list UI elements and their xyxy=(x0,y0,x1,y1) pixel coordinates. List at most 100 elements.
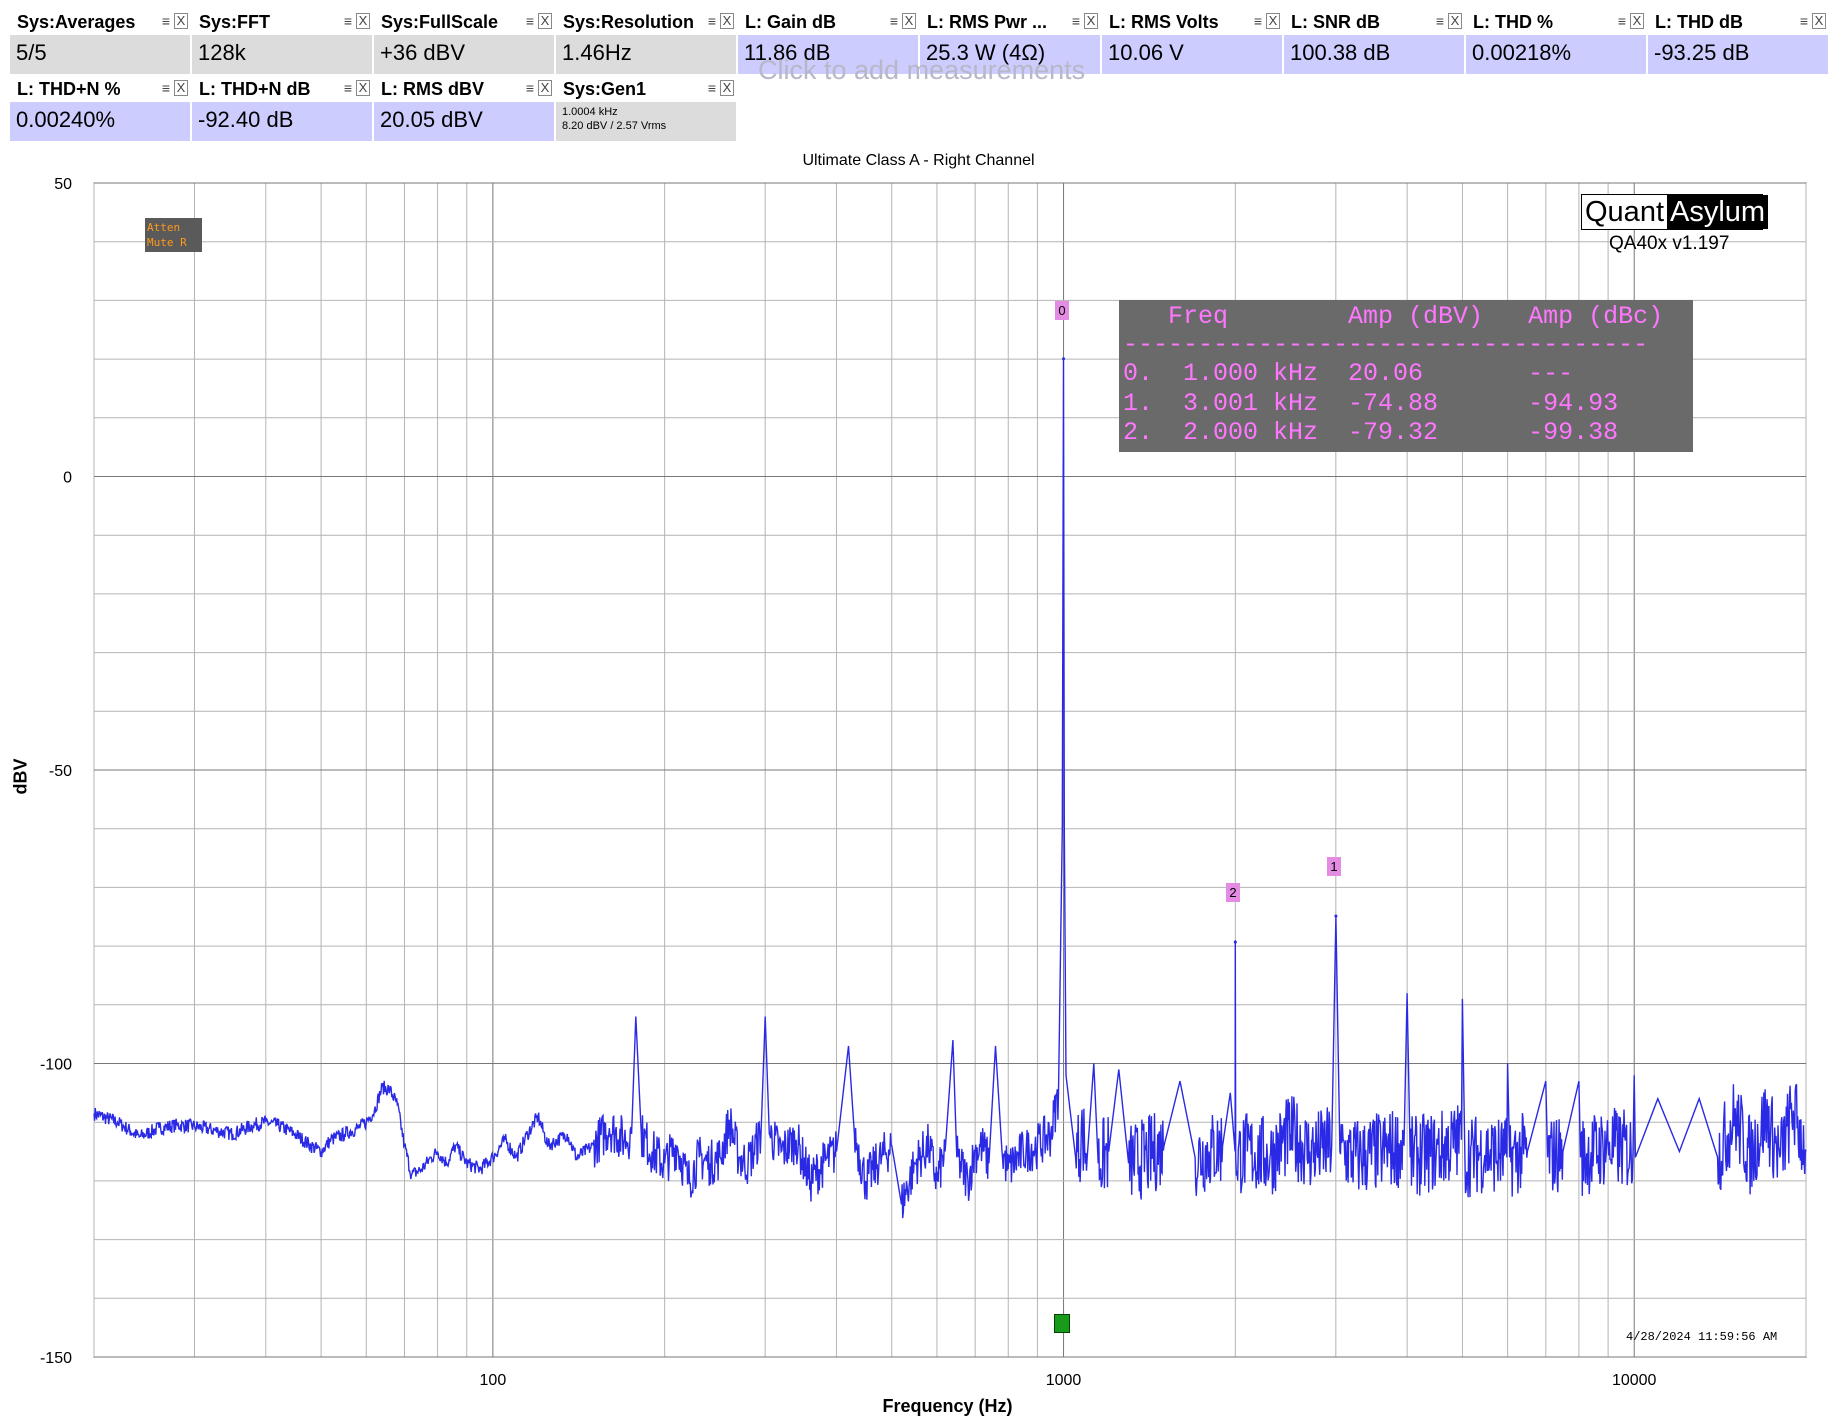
measurement-tile[interactable]: L: THD+N dB ≡ X -92.40 dB xyxy=(192,78,372,141)
x-tick-label: 100 xyxy=(480,1372,507,1389)
measurement-value-box: 11.86 dB xyxy=(738,35,918,74)
y-tick-label: -150 xyxy=(40,1350,72,1367)
measurement-value-box: 1.46Hz xyxy=(556,35,736,74)
tile-controls: ≡ X xyxy=(523,80,552,96)
measurement-value-box: -92.40 dB xyxy=(192,102,372,141)
measurement-value-box: -93.25 dB xyxy=(1648,35,1828,74)
harmonics-table: Freq Amp (dBV) Amp (dBc) ---------------… xyxy=(1119,300,1693,452)
measurement-tile[interactable]: Sys:Gen1 ≡ X 1.0004 kHz 8.20 dBV / 2.57 Vrms xyxy=(556,78,736,141)
add-measurements-hint[interactable]: Click to add measurements xyxy=(758,55,1086,85)
menu-icon[interactable]: ≡ xyxy=(525,80,535,96)
measurement-header: Sys:FFT ≡ X xyxy=(192,11,372,32)
measurement-value-box: 25.3 W (4Ω) xyxy=(920,35,1100,74)
marker-label-0[interactable]: 0 xyxy=(1055,301,1069,320)
measurement-name: Sys:Gen1 xyxy=(563,79,647,99)
close-icon[interactable]: X xyxy=(1266,13,1280,29)
measurement-name: Sys:Averages xyxy=(17,12,136,32)
measurement-tile[interactable]: Sys:Resolution ≡ X 1.46Hz xyxy=(556,11,736,74)
measurement-tile[interactable]: L: THD % ≡ X 0.00218% xyxy=(1466,11,1646,74)
frequency-marker-handle[interactable] xyxy=(1054,1314,1070,1333)
tile-controls: ≡ X xyxy=(159,80,188,96)
menu-icon[interactable]: ≡ xyxy=(1435,13,1445,29)
tile-controls: ≡ X xyxy=(1615,13,1644,29)
tile-controls: ≡ X xyxy=(1069,13,1098,29)
peak-marker-point xyxy=(1233,940,1237,944)
menu-icon[interactable]: ≡ xyxy=(343,13,353,29)
harmonics-row: 1. 3.001 kHz -74.88 -94.93 xyxy=(1123,389,1619,418)
close-icon[interactable]: X xyxy=(1630,13,1644,29)
menu-icon[interactable]: ≡ xyxy=(343,80,353,96)
measurement-header: L: RMS Pwr ... ≡ X xyxy=(920,11,1100,32)
measurement-tile[interactable]: L: RMS Pwr ... ≡ X 25.3 W (4Ω) xyxy=(920,11,1100,74)
measurement-tile[interactable]: Sys:FullScale ≡ X +36 dBV xyxy=(374,11,554,74)
measurement-tile[interactable]: L: Gain dB ≡ X 11.86 dB xyxy=(738,11,918,74)
close-icon[interactable]: X xyxy=(174,13,188,29)
measurement-header: Sys:Resolution ≡ X xyxy=(556,11,736,32)
measurement-tile[interactable]: L: RMS Volts ≡ X 10.06 V xyxy=(1102,11,1282,74)
menu-icon[interactable]: ≡ xyxy=(1617,13,1627,29)
atten-label: Atten xyxy=(147,221,181,234)
close-icon[interactable]: X xyxy=(720,80,734,96)
close-icon[interactable]: X xyxy=(538,13,552,29)
measurement-tile[interactable]: L: SNR dB ≡ X 100.38 dB xyxy=(1284,11,1464,74)
tile-controls: ≡ X xyxy=(1433,13,1462,29)
harmonics-header: Freq Amp (dBV) Amp (dBc) xyxy=(1123,302,1664,331)
measurement-header: L: THD+N dB ≡ X xyxy=(192,78,372,99)
menu-icon[interactable]: ≡ xyxy=(525,13,535,29)
measurement-value-box: 0.00240% xyxy=(10,102,190,141)
y-axis-label: dBV xyxy=(10,758,31,795)
close-icon[interactable]: X xyxy=(538,80,552,96)
menu-icon[interactable]: ≡ xyxy=(707,80,717,96)
close-icon[interactable]: X xyxy=(1812,13,1826,29)
harmonics-row: 2. 2.000 kHz -79.32 -99.38 xyxy=(1123,418,1619,447)
measurement-tile[interactable]: Sys:FFT ≡ X 128k xyxy=(192,11,372,74)
harmonics-row: 0. 1.000 kHz 20.06 --- xyxy=(1123,359,1574,388)
close-icon[interactable]: X xyxy=(174,80,188,96)
measurement-tile[interactable]: L: THD dB ≡ X -93.25 dB xyxy=(1648,11,1828,74)
measurement-value: +36 dBV xyxy=(380,40,466,65)
measurement-name: L: Gain dB xyxy=(745,12,836,32)
close-icon[interactable]: X xyxy=(720,13,734,29)
tile-controls: ≡ X xyxy=(341,80,370,96)
mute-label: Mute R xyxy=(147,236,187,249)
x-tick-label: 1000 xyxy=(1046,1372,1082,1389)
close-icon[interactable]: X xyxy=(356,13,370,29)
measurement-name: L: RMS dBV xyxy=(381,79,484,99)
menu-icon[interactable]: ≡ xyxy=(707,13,717,29)
close-icon[interactable]: X xyxy=(1084,13,1098,29)
measurement-value-box: 100.38 dB xyxy=(1284,35,1464,74)
measurement-header: Sys:FullScale ≡ X xyxy=(374,11,554,32)
menu-icon[interactable]: ≡ xyxy=(161,13,171,29)
measurement-header: L: RMS Volts ≡ X xyxy=(1102,11,1282,32)
y-tick-label: 0 xyxy=(63,470,72,487)
x-tick-label: 10000 xyxy=(1612,1372,1657,1389)
tile-controls: ≡ X xyxy=(1251,13,1280,29)
menu-icon[interactable]: ≡ xyxy=(1253,13,1263,29)
measurement-value: 128k xyxy=(198,40,246,65)
atten-mute-badge: Atten Mute R xyxy=(145,218,202,252)
measurement-tile[interactable]: L: RMS dBV ≡ X 20.05 dBV xyxy=(374,78,554,141)
measurement-value-box: 128k xyxy=(192,35,372,74)
menu-icon[interactable]: ≡ xyxy=(889,13,899,29)
tile-controls: ≡ X xyxy=(523,13,552,29)
y-tick-label: -50 xyxy=(49,763,72,780)
marker-label-2[interactable]: 2 xyxy=(1226,883,1240,902)
menu-icon[interactable]: ≡ xyxy=(1071,13,1081,29)
measurement-header: L: SNR dB ≡ X xyxy=(1284,11,1464,32)
measurement-header: Sys:Averages ≡ X xyxy=(10,11,190,32)
menu-icon[interactable]: ≡ xyxy=(1799,13,1809,29)
tile-controls: ≡ X xyxy=(159,13,188,29)
measurement-header: L: Gain dB ≡ X xyxy=(738,11,918,32)
measurement-tile[interactable]: Sys:Averages ≡ X 5/5 xyxy=(10,11,190,74)
measurement-value-box: 10.06 V xyxy=(1102,35,1282,74)
close-icon[interactable]: X xyxy=(902,13,916,29)
marker-label-1[interactable]: 1 xyxy=(1327,857,1341,876)
y-tick-label: 50 xyxy=(54,176,72,193)
close-icon[interactable]: X xyxy=(1448,13,1462,29)
close-icon[interactable]: X xyxy=(356,80,370,96)
menu-icon[interactable]: ≡ xyxy=(161,80,171,96)
measurement-name: L: THD % xyxy=(1473,12,1553,32)
measurement-header: L: THD % ≡ X xyxy=(1466,11,1646,32)
measurement-tile[interactable]: L: THD+N % ≡ X 0.00240% xyxy=(10,78,190,141)
measurement-value: 11.86 dB xyxy=(744,40,831,65)
